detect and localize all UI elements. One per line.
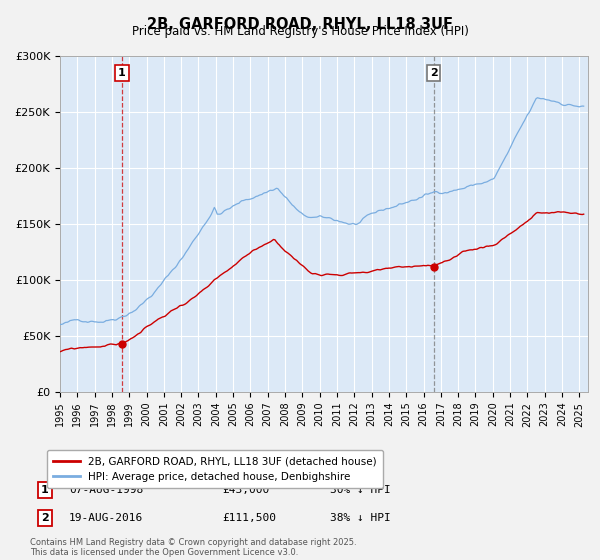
Text: £43,000: £43,000 [222,485,269,495]
Text: 2: 2 [430,68,437,78]
Text: 2B, GARFORD ROAD, RHYL, LL18 3UF: 2B, GARFORD ROAD, RHYL, LL18 3UF [147,17,453,32]
Text: 2: 2 [41,513,49,523]
Legend: 2B, GARFORD ROAD, RHYL, LL18 3UF (detached house), HPI: Average price, detached : 2B, GARFORD ROAD, RHYL, LL18 3UF (detach… [47,450,383,488]
Text: Price paid vs. HM Land Registry's House Price Index (HPI): Price paid vs. HM Land Registry's House … [131,25,469,38]
Text: 19-AUG-2016: 19-AUG-2016 [69,513,143,523]
Text: 07-AUG-1998: 07-AUG-1998 [69,485,143,495]
Text: 30% ↓ HPI: 30% ↓ HPI [330,485,391,495]
Text: Contains HM Land Registry data © Crown copyright and database right 2025.
This d: Contains HM Land Registry data © Crown c… [30,538,356,557]
Text: 1: 1 [41,485,49,495]
Text: 1: 1 [118,68,126,78]
Text: 38% ↓ HPI: 38% ↓ HPI [330,513,391,523]
Text: £111,500: £111,500 [222,513,276,523]
